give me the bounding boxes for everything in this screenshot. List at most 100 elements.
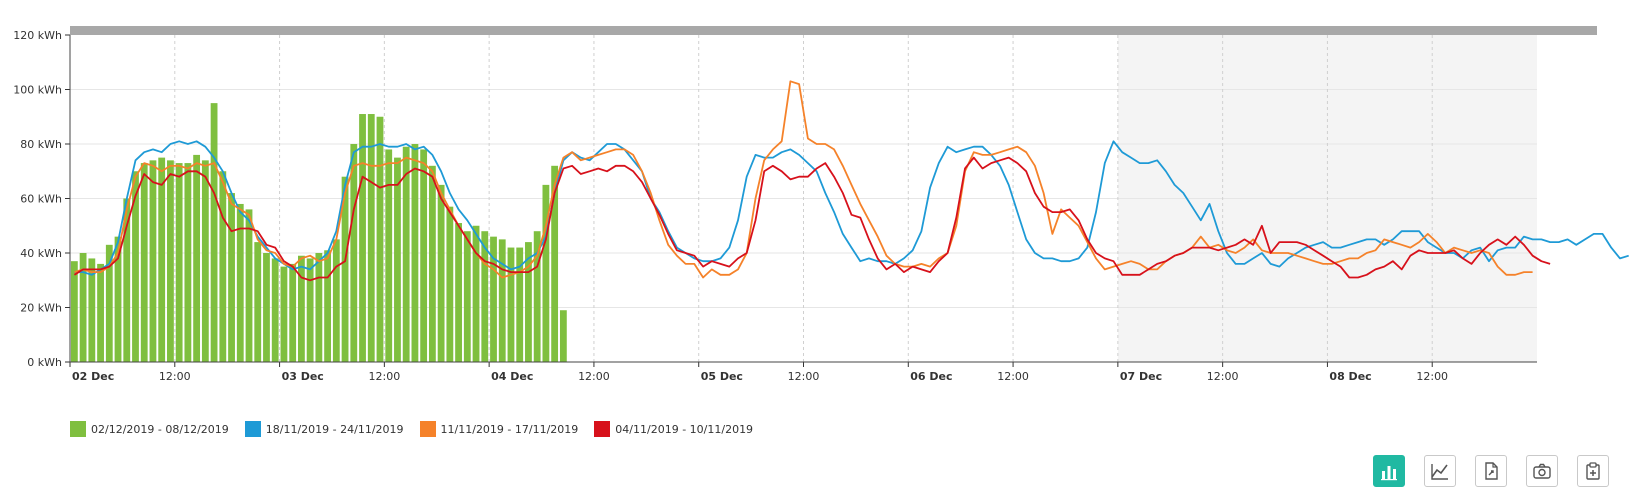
legend-item[interactable]: 11/11/2019 - 17/11/2019 (419, 421, 579, 437)
bar (175, 163, 183, 362)
y-tick-label: 120 kWh (13, 29, 62, 42)
legend-label: 18/11/2019 - 24/11/2019 (265, 422, 404, 436)
bar-chart-button[interactable] (1373, 455, 1405, 487)
bar (236, 203, 244, 362)
x-tick-label: 12:00 (159, 370, 191, 383)
bar (280, 266, 288, 362)
x-tick-label: 08 Dec (1329, 370, 1371, 383)
x-tick-label: 07 Dec (1120, 370, 1162, 383)
screenshot-button[interactable] (1526, 455, 1558, 487)
clipboard-icon (1586, 462, 1600, 480)
legend-label: 02/12/2019 - 08/12/2019 (91, 422, 229, 436)
bar (402, 146, 410, 362)
bar-series (70, 103, 567, 363)
file-export-icon (1485, 462, 1498, 480)
bar (525, 242, 532, 362)
bar-chart-icon (1381, 466, 1397, 481)
line-chart-button[interactable] (1424, 455, 1456, 487)
bar (245, 209, 253, 362)
bar (394, 157, 401, 362)
bar (79, 253, 87, 362)
grid (70, 35, 1537, 362)
bar (350, 144, 358, 362)
line-chart-icon (1431, 464, 1448, 480)
bar (367, 114, 375, 363)
bar (254, 242, 262, 362)
bar (472, 225, 480, 362)
legend-swatch (419, 421, 436, 437)
energy-chart: 0 kWh 20 kWh 40 kWh 60 kWh 80 kWh 100 kWh 120 … (13, 26, 1629, 383)
bar (201, 160, 209, 362)
y-tick-label: 80 kWh (20, 138, 62, 151)
series-line (73, 156, 1551, 282)
bar (420, 149, 428, 362)
bar (411, 144, 419, 362)
axes: 0 kWh 20 kWh 40 kWh 60 kWh 80 kWh 100 kWh 120 … (13, 29, 1537, 383)
bar (324, 250, 332, 362)
bar (446, 206, 454, 362)
bar (542, 184, 550, 362)
bar (481, 231, 489, 362)
x-tick-label: 03 Dec (282, 370, 324, 383)
legend-label: 04/11/2019 - 10/11/2019 (615, 422, 754, 436)
legend-item[interactable]: 18/11/2019 - 24/11/2019 (244, 421, 404, 437)
x-tick-label: 12:00 (997, 370, 1029, 383)
y-tick-label: 100 kWh (13, 84, 62, 97)
legend-swatch (594, 421, 611, 437)
bar (132, 171, 139, 362)
bar (70, 261, 78, 362)
bar (332, 239, 340, 362)
bar (289, 263, 297, 362)
bar (210, 103, 218, 362)
bar (490, 236, 497, 362)
copy-clipboard-button[interactable] (1577, 455, 1609, 487)
bar (306, 258, 314, 362)
bar (341, 176, 349, 362)
x-tick-label: 12:00 (578, 370, 610, 383)
bar (455, 223, 462, 362)
bar (297, 255, 305, 362)
legend: 02/12/2019 - 08/12/2019 18/11/2019 - 24/… (70, 421, 769, 437)
bar (271, 258, 279, 362)
bar (428, 165, 436, 362)
x-tick-label: 12:00 (1416, 370, 1448, 383)
bar (463, 231, 471, 362)
x-tick-label: 04 Dec (491, 370, 533, 383)
bar (315, 253, 323, 362)
legend-item[interactable]: 02/12/2019 - 08/12/2019 (70, 421, 229, 437)
bar (167, 160, 174, 362)
top-range-bar[interactable] (70, 26, 1597, 35)
bar (437, 184, 445, 362)
bar (559, 310, 567, 362)
bar (123, 198, 131, 362)
legend-swatch (70, 421, 86, 437)
x-tick-label: 06 Dec (910, 370, 952, 383)
bar (140, 163, 148, 362)
bar (105, 244, 113, 362)
series-line (74, 80, 1533, 279)
export-file-button[interactable] (1475, 455, 1507, 487)
x-tick-label: 12:00 (1207, 370, 1239, 383)
bar (114, 236, 122, 362)
bar (551, 165, 559, 362)
bar (376, 116, 384, 362)
bar (385, 149, 393, 362)
bar (149, 160, 157, 362)
bar (184, 163, 192, 362)
x-tick-label: 12:00 (369, 370, 401, 383)
bar (359, 114, 366, 363)
y-tick-label: 20 kWh (20, 302, 62, 315)
legend-item[interactable]: 04/11/2019 - 10/11/2019 (594, 421, 753, 437)
series-line (74, 140, 1629, 276)
y-tick-label: 0 kWh (27, 356, 62, 369)
y-tick-label: 40 kWh (20, 247, 62, 260)
legend-swatch (244, 421, 261, 437)
bar (498, 239, 506, 362)
bar (263, 253, 270, 362)
bar (97, 263, 104, 362)
camera-icon (1533, 463, 1551, 479)
y-tick-label: 60 kWh (20, 193, 62, 206)
legend-label: 11/11/2019 - 17/11/2019 (440, 422, 579, 436)
bar (158, 157, 166, 362)
bar (219, 171, 227, 362)
